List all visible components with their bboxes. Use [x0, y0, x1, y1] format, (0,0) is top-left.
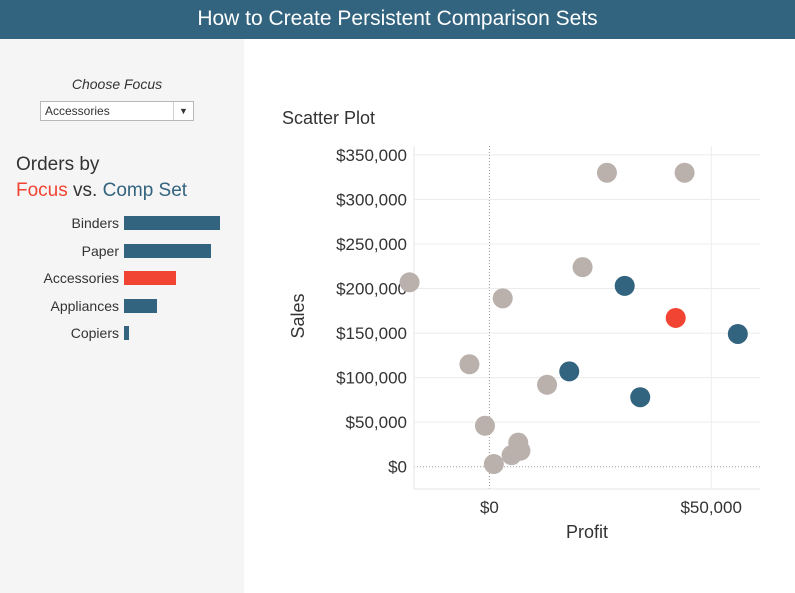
scatter-plot-title: Scatter Plot [282, 108, 376, 128]
scatter-point-other[interactable] [674, 162, 695, 183]
orders-title: Orders by Focus vs. Comp Set [16, 152, 187, 204]
category-label-binders: Binders [71, 215, 119, 231]
focus-word: Focus [16, 180, 68, 201]
chevron-down-icon[interactable]: ▼ [173, 102, 193, 120]
category-label-appliances: Appliances [50, 297, 120, 314]
y-tick-label: $50,000 [346, 413, 407, 432]
orders-title-line1: Orders by [16, 154, 100, 175]
choose-focus-label: Choose Focus [71, 76, 163, 92]
scatter-point-focus[interactable] [665, 307, 686, 328]
scatter-point-other[interactable] [501, 445, 522, 466]
category-label-accessories: Accessories [43, 270, 119, 286]
y-tick-label: $200,000 [336, 280, 407, 299]
category-bar-paper[interactable] [124, 243, 212, 258]
category-label-paper: Paper [81, 242, 119, 259]
y-tick-label: $150,000 [336, 324, 407, 343]
vs-word: vs. [73, 180, 98, 201]
scatter-point-other[interactable] [399, 272, 420, 293]
x-tick-label: $50,000 [680, 498, 741, 517]
scatter-point-other[interactable] [492, 288, 513, 309]
comp-set-word: Comp Set [102, 180, 188, 201]
scatter-point-comp[interactable] [727, 323, 748, 344]
scatter-point-comp[interactable] [614, 275, 635, 296]
y-tick-label: $250,000 [336, 235, 407, 254]
x-tick-label: $0 [480, 498, 499, 517]
scatter-point-other[interactable] [510, 440, 531, 461]
scatter-point-comp[interactable] [559, 361, 580, 382]
scatter-point-comp[interactable] [630, 387, 651, 408]
orders-title-line2: Focus vs. Comp Set [16, 178, 187, 204]
dashboard-header: How to Create Persistent Comparison Sets [0, 0, 795, 39]
scatter-point-other[interactable] [572, 257, 593, 278]
scatter-point-other[interactable] [474, 415, 495, 436]
category-bar-binders[interactable] [124, 216, 220, 230]
scatter-point-other[interactable] [596, 162, 617, 183]
category-bar-appliances[interactable] [124, 298, 157, 313]
y-tick-label: $350,000 [336, 146, 407, 165]
y-tick-label: $100,000 [336, 369, 407, 388]
scatter-point-other[interactable] [508, 432, 529, 453]
x-axis-title: Profit [566, 522, 608, 542]
focus-select-value: Accessories [45, 104, 110, 118]
scatter-point-other[interactable] [483, 454, 504, 475]
category-label-copiers: Copiers [70, 325, 119, 341]
category-bar-accessories[interactable] [124, 271, 176, 285]
y-axis-title: Sales [288, 293, 308, 338]
scatter-point-other[interactable] [459, 354, 480, 375]
y-tick-label: $0 [388, 458, 407, 477]
category-bar-copiers[interactable] [124, 326, 129, 340]
focus-select[interactable]: Accessories ▼ [40, 101, 194, 121]
scatter-point-other[interactable] [537, 374, 558, 395]
y-tick-label: $300,000 [336, 190, 407, 209]
dashboard-title: How to Create Persistent Comparison Sets [197, 7, 598, 30]
sidebar: Choose Focus Accessories ▼ Orders by Foc… [0, 39, 244, 593]
